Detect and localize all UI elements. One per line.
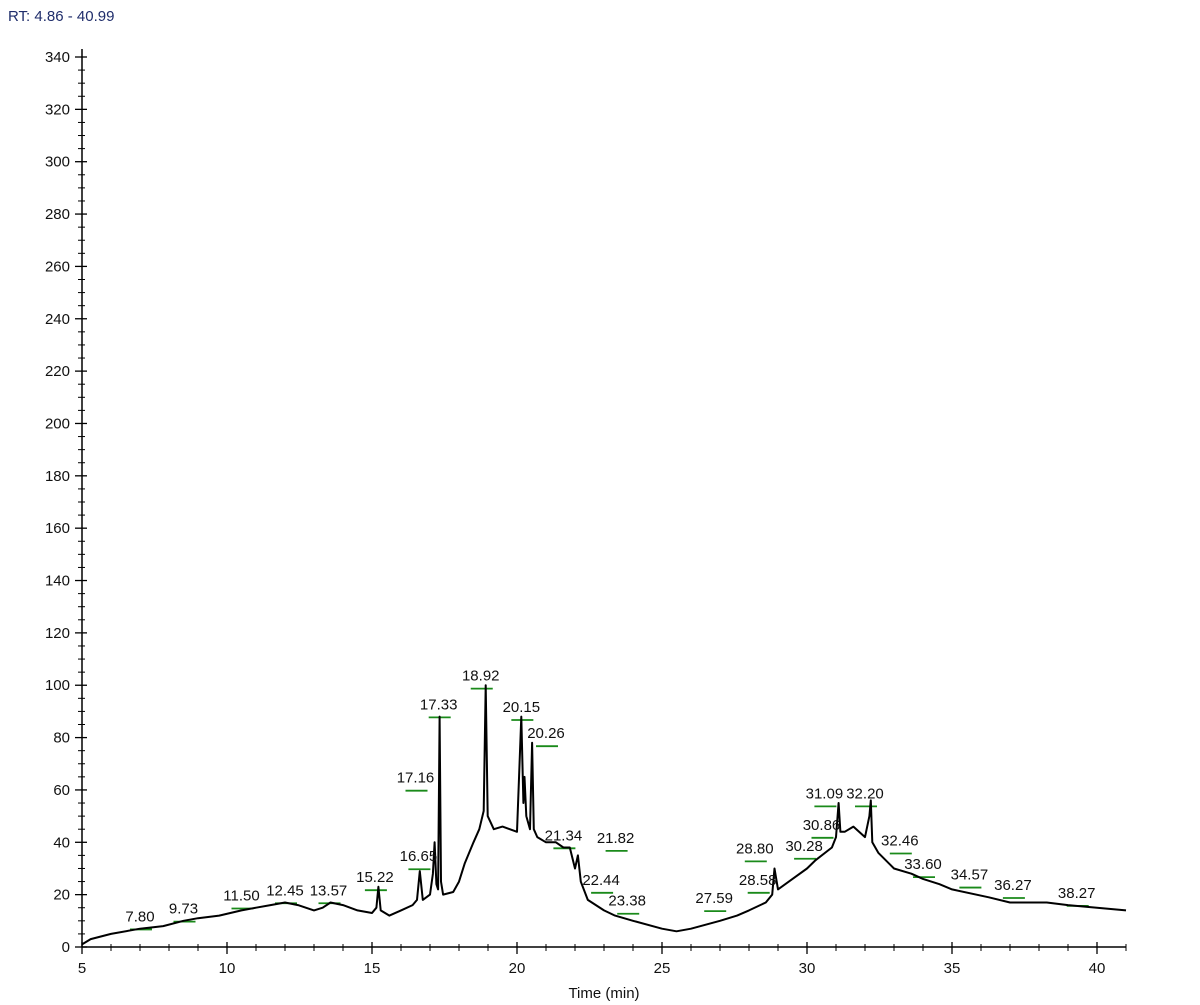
- x-tick-label: 20: [509, 960, 526, 977]
- peak-label: 12.45: [266, 882, 304, 899]
- y-tick-label: 340: [45, 49, 70, 66]
- peak-label: 28.80: [736, 840, 774, 857]
- peak-label: 27.59: [695, 890, 733, 907]
- y-tick-label: 240: [45, 311, 70, 328]
- peak-label: 17.16: [397, 770, 435, 787]
- peak-label: 38.27: [1058, 885, 1096, 902]
- y-tick-label: 100: [45, 677, 70, 694]
- y-tick-label: 160: [45, 520, 70, 537]
- y-tick-label: 300: [45, 154, 70, 171]
- peak-label: 11.50: [223, 888, 259, 905]
- peak-label: 33.60: [904, 856, 942, 873]
- peak-label: 32.20: [846, 785, 884, 802]
- y-tick-label: 200: [45, 415, 70, 432]
- y-tick-label: 180: [45, 468, 70, 485]
- peak-label: 20.26: [527, 725, 565, 742]
- x-axis-title: Time (min): [568, 985, 639, 1002]
- x-tick-label: 35: [944, 960, 961, 977]
- peak-label: 7.80: [125, 908, 154, 925]
- peak-label: 28.58: [739, 872, 777, 889]
- peak-label: 15.22: [356, 869, 394, 886]
- y-tick-label: 80: [53, 730, 70, 747]
- x-tick-label: 15: [364, 960, 381, 977]
- y-tick-label: 220: [45, 363, 70, 380]
- trace-group: [81, 684, 1127, 946]
- peak-label: 17.33: [420, 696, 458, 713]
- peak-label: 30.28: [785, 838, 823, 855]
- peak-label: 36.27: [994, 877, 1032, 894]
- peak-label: 32.46: [881, 833, 919, 850]
- peak-label: 18.92: [462, 668, 500, 685]
- axes: [81, 49, 1126, 948]
- y-tick-label: 0: [62, 939, 70, 956]
- peak-label: 34.57: [951, 867, 989, 884]
- peak-label: 21.82: [597, 830, 635, 847]
- peak-label: 22.44: [582, 872, 620, 889]
- y-tick-label: 260: [45, 258, 70, 275]
- x-tick-label: 40: [1089, 960, 1106, 977]
- x-tick-label: 10: [219, 960, 236, 977]
- peak-labels: 7.80 9.73 11.50 12.45 13.57 15.22 16.65 17.16 17…: [125, 668, 1095, 926]
- axis-ticks: 0 20 40 60 80 100 120 140 160 180 200 220 240 260 280 3…: [45, 49, 1127, 977]
- peak-label: 21.34: [545, 827, 583, 844]
- peak-label: 23.38: [608, 893, 646, 910]
- rt-range-label: RT: 4.86 - 40.99: [8, 8, 115, 25]
- y-tick-label: 320: [45, 101, 70, 118]
- peak-label: 30.86: [803, 817, 841, 834]
- x-tick-label: 30: [799, 960, 816, 977]
- y-tick-label: 120: [45, 625, 70, 642]
- y-tick-label: 140: [45, 573, 70, 590]
- x-tick-label: 5: [78, 960, 86, 977]
- y-tick-label: 20: [53, 887, 70, 904]
- x-tick-label: 25: [654, 960, 671, 977]
- peak-label: 20.15: [503, 699, 541, 716]
- y-tick-label: 280: [45, 206, 70, 223]
- peak-label: 13.57: [310, 882, 348, 899]
- peak-label: 9.73: [169, 901, 198, 918]
- y-tick-label: 40: [53, 834, 70, 851]
- chromatogram-trace: [81, 684, 1127, 946]
- peak-label: 31.09: [806, 785, 844, 802]
- peak-label: 16.65: [400, 848, 438, 865]
- y-tick-label: 60: [53, 782, 70, 799]
